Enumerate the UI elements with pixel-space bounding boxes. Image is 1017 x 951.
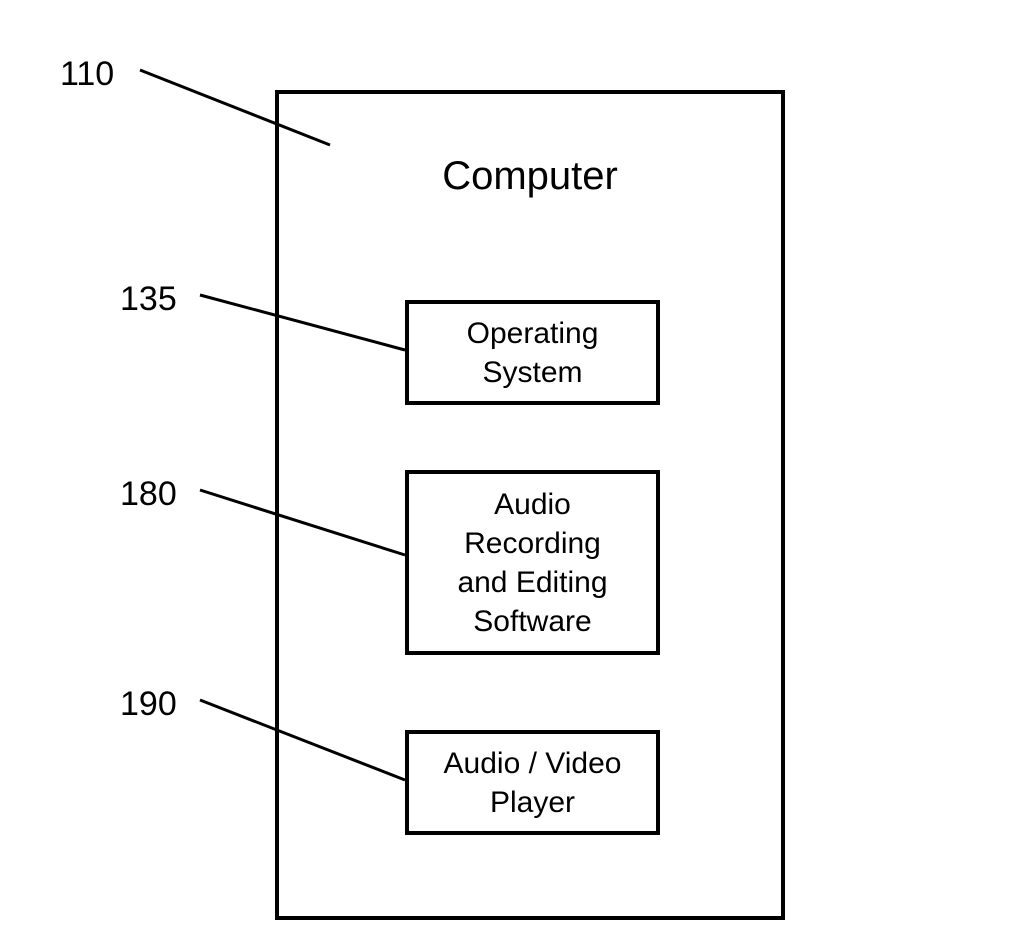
- ref-label-180: 180: [120, 475, 177, 514]
- audio-video-player-label: Audio / VideoPlayer: [440, 740, 626, 826]
- computer-title: Computer: [279, 154, 781, 199]
- ref-label-135: 135: [120, 280, 177, 319]
- ref-label-110: 110: [60, 55, 114, 94]
- audio-recording-label: AudioRecordingand EditingSoftware: [453, 481, 611, 645]
- audio-video-player-box: Audio / VideoPlayer: [405, 730, 660, 835]
- audio-recording-box: AudioRecordingand EditingSoftware: [405, 470, 660, 655]
- operating-system-box: OperatingSystem: [405, 300, 660, 405]
- operating-system-label: OperatingSystem: [463, 310, 603, 396]
- ref-label-190: 190: [120, 685, 177, 724]
